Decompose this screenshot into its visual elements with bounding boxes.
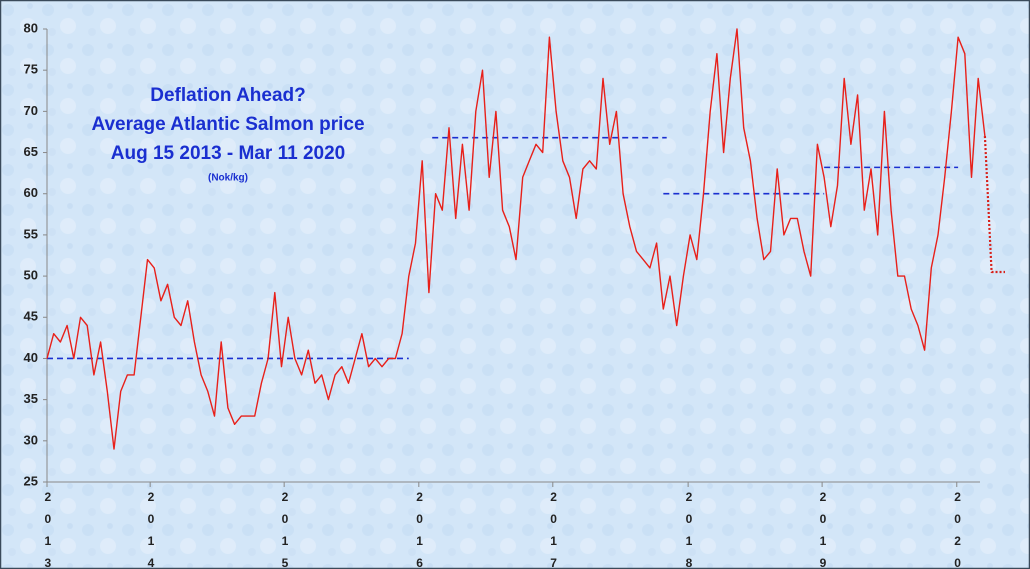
y-tick-label: 45	[24, 309, 38, 324]
x-tick-label: 2019	[816, 490, 830, 569]
x-tick-label: 2015	[278, 490, 292, 569]
y-tick-label: 25	[24, 473, 38, 488]
x-tick-label: 2014	[144, 490, 158, 569]
y-tick-label: 35	[24, 391, 38, 406]
x-tick-label: 2017	[547, 490, 561, 569]
title-line-3: Aug 15 2013 - Mar 11 2020	[111, 143, 345, 164]
y-tick-label: 80	[24, 20, 38, 35]
title-line-1: Deflation Ahead?	[150, 85, 306, 106]
y-tick-label: 75	[24, 62, 38, 77]
y-tick-label: 30	[24, 432, 38, 447]
unit-label: (Nok/kg)	[208, 173, 248, 184]
x-tick-label: 2016	[413, 490, 427, 569]
price-line	[46, 28, 986, 450]
y-tick-label: 55	[24, 226, 38, 241]
y-tick-label: 40	[24, 350, 38, 365]
title-line-2: Average Atlantic Salmon price	[91, 114, 364, 135]
y-tick-label: 65	[24, 144, 38, 159]
y-tick-label: 50	[24, 268, 38, 283]
x-tick-label: 2018	[682, 490, 696, 569]
y-tick-label: 70	[24, 103, 38, 118]
price-line	[983, 136, 1005, 274]
x-tick-label: 2020	[951, 490, 965, 569]
x-tick-label: 2013	[41, 490, 55, 569]
y-tick-label: 60	[24, 185, 38, 200]
